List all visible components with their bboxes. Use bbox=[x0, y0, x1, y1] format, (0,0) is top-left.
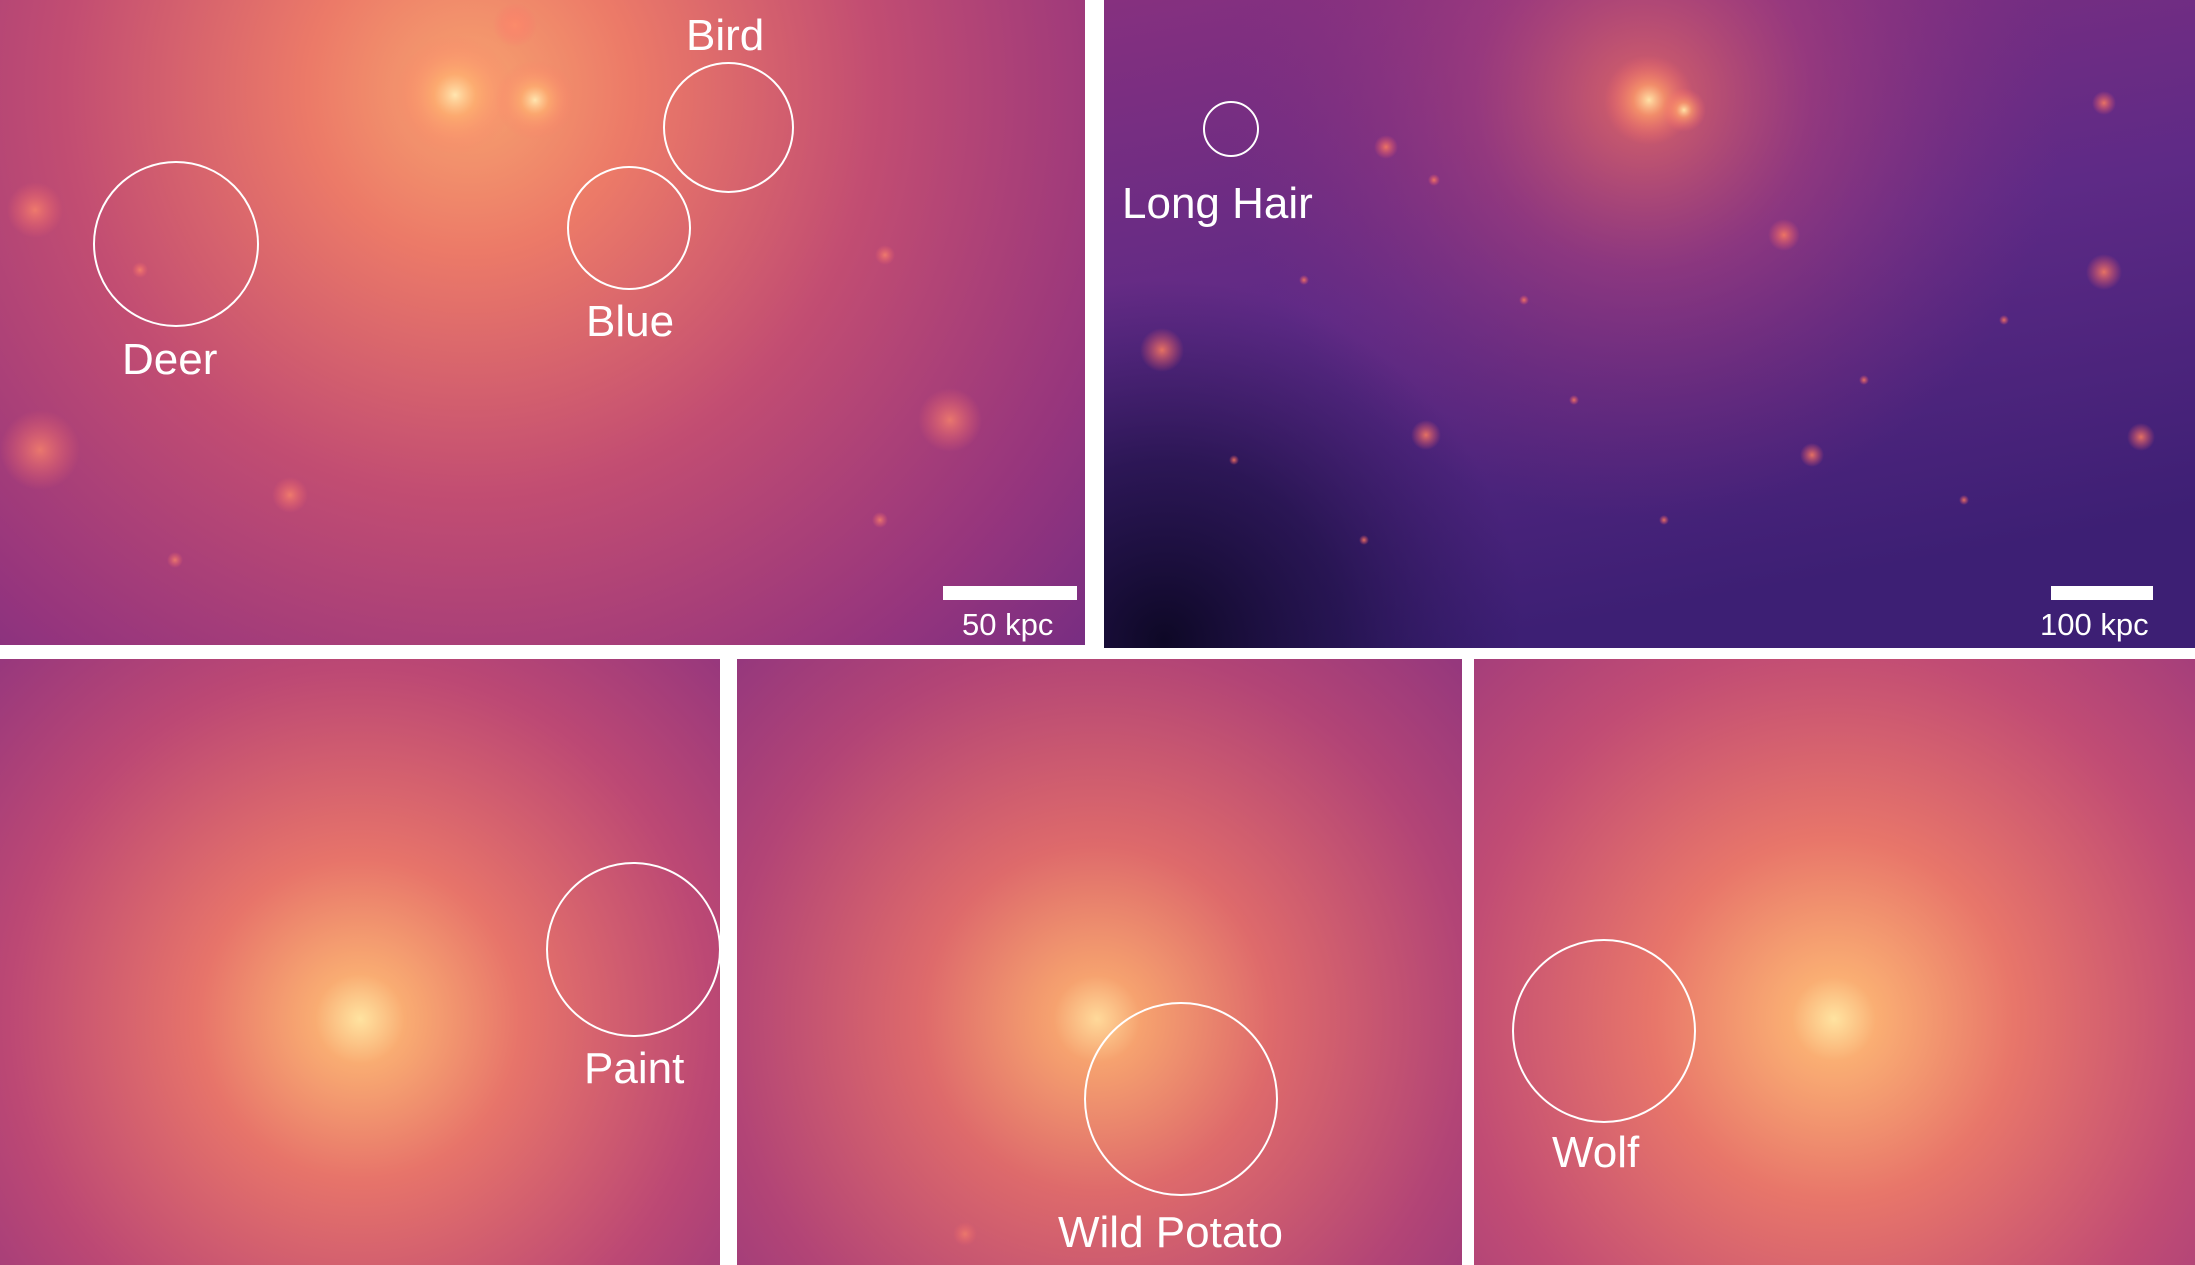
region-circle-paint bbox=[546, 862, 720, 1037]
panel-top-right: Long Hair 100 kpc bbox=[1104, 0, 2195, 648]
label-paint: Paint bbox=[584, 1044, 685, 1093]
label-bird: Bird bbox=[686, 11, 765, 60]
scale-bar-label: 50 kpc bbox=[962, 607, 1054, 642]
halo-image-top-right bbox=[1104, 0, 2195, 648]
region-circle-bird bbox=[663, 62, 794, 193]
halo-image-bottom-middle bbox=[737, 659, 1462, 1265]
panel-bottom-left: Paint bbox=[0, 659, 720, 1265]
panel-bottom-right: Wolf bbox=[1474, 659, 2195, 1265]
scale-bar-label: 100 kpc bbox=[2040, 607, 2149, 642]
scale-bar bbox=[2051, 586, 2153, 600]
panel-top-left: Bird Blue Deer 50 kpc bbox=[0, 0, 1085, 645]
label-deer: Deer bbox=[122, 335, 218, 384]
region-circle-blue bbox=[567, 166, 691, 290]
panel-bottom-middle: Wild Potato bbox=[737, 659, 1462, 1265]
label-wild-potato: Wild Potato bbox=[1058, 1208, 1283, 1257]
label-blue: Blue bbox=[586, 297, 675, 346]
scale-bar bbox=[943, 586, 1077, 600]
label-wolf: Wolf bbox=[1552, 1128, 1640, 1177]
label-long-hair: Long Hair bbox=[1122, 179, 1313, 228]
region-circle-long-hair bbox=[1203, 101, 1259, 157]
region-circle-wolf bbox=[1512, 939, 1696, 1123]
region-circle-wild-potato bbox=[1084, 1002, 1278, 1196]
region-circle-deer bbox=[93, 161, 259, 327]
